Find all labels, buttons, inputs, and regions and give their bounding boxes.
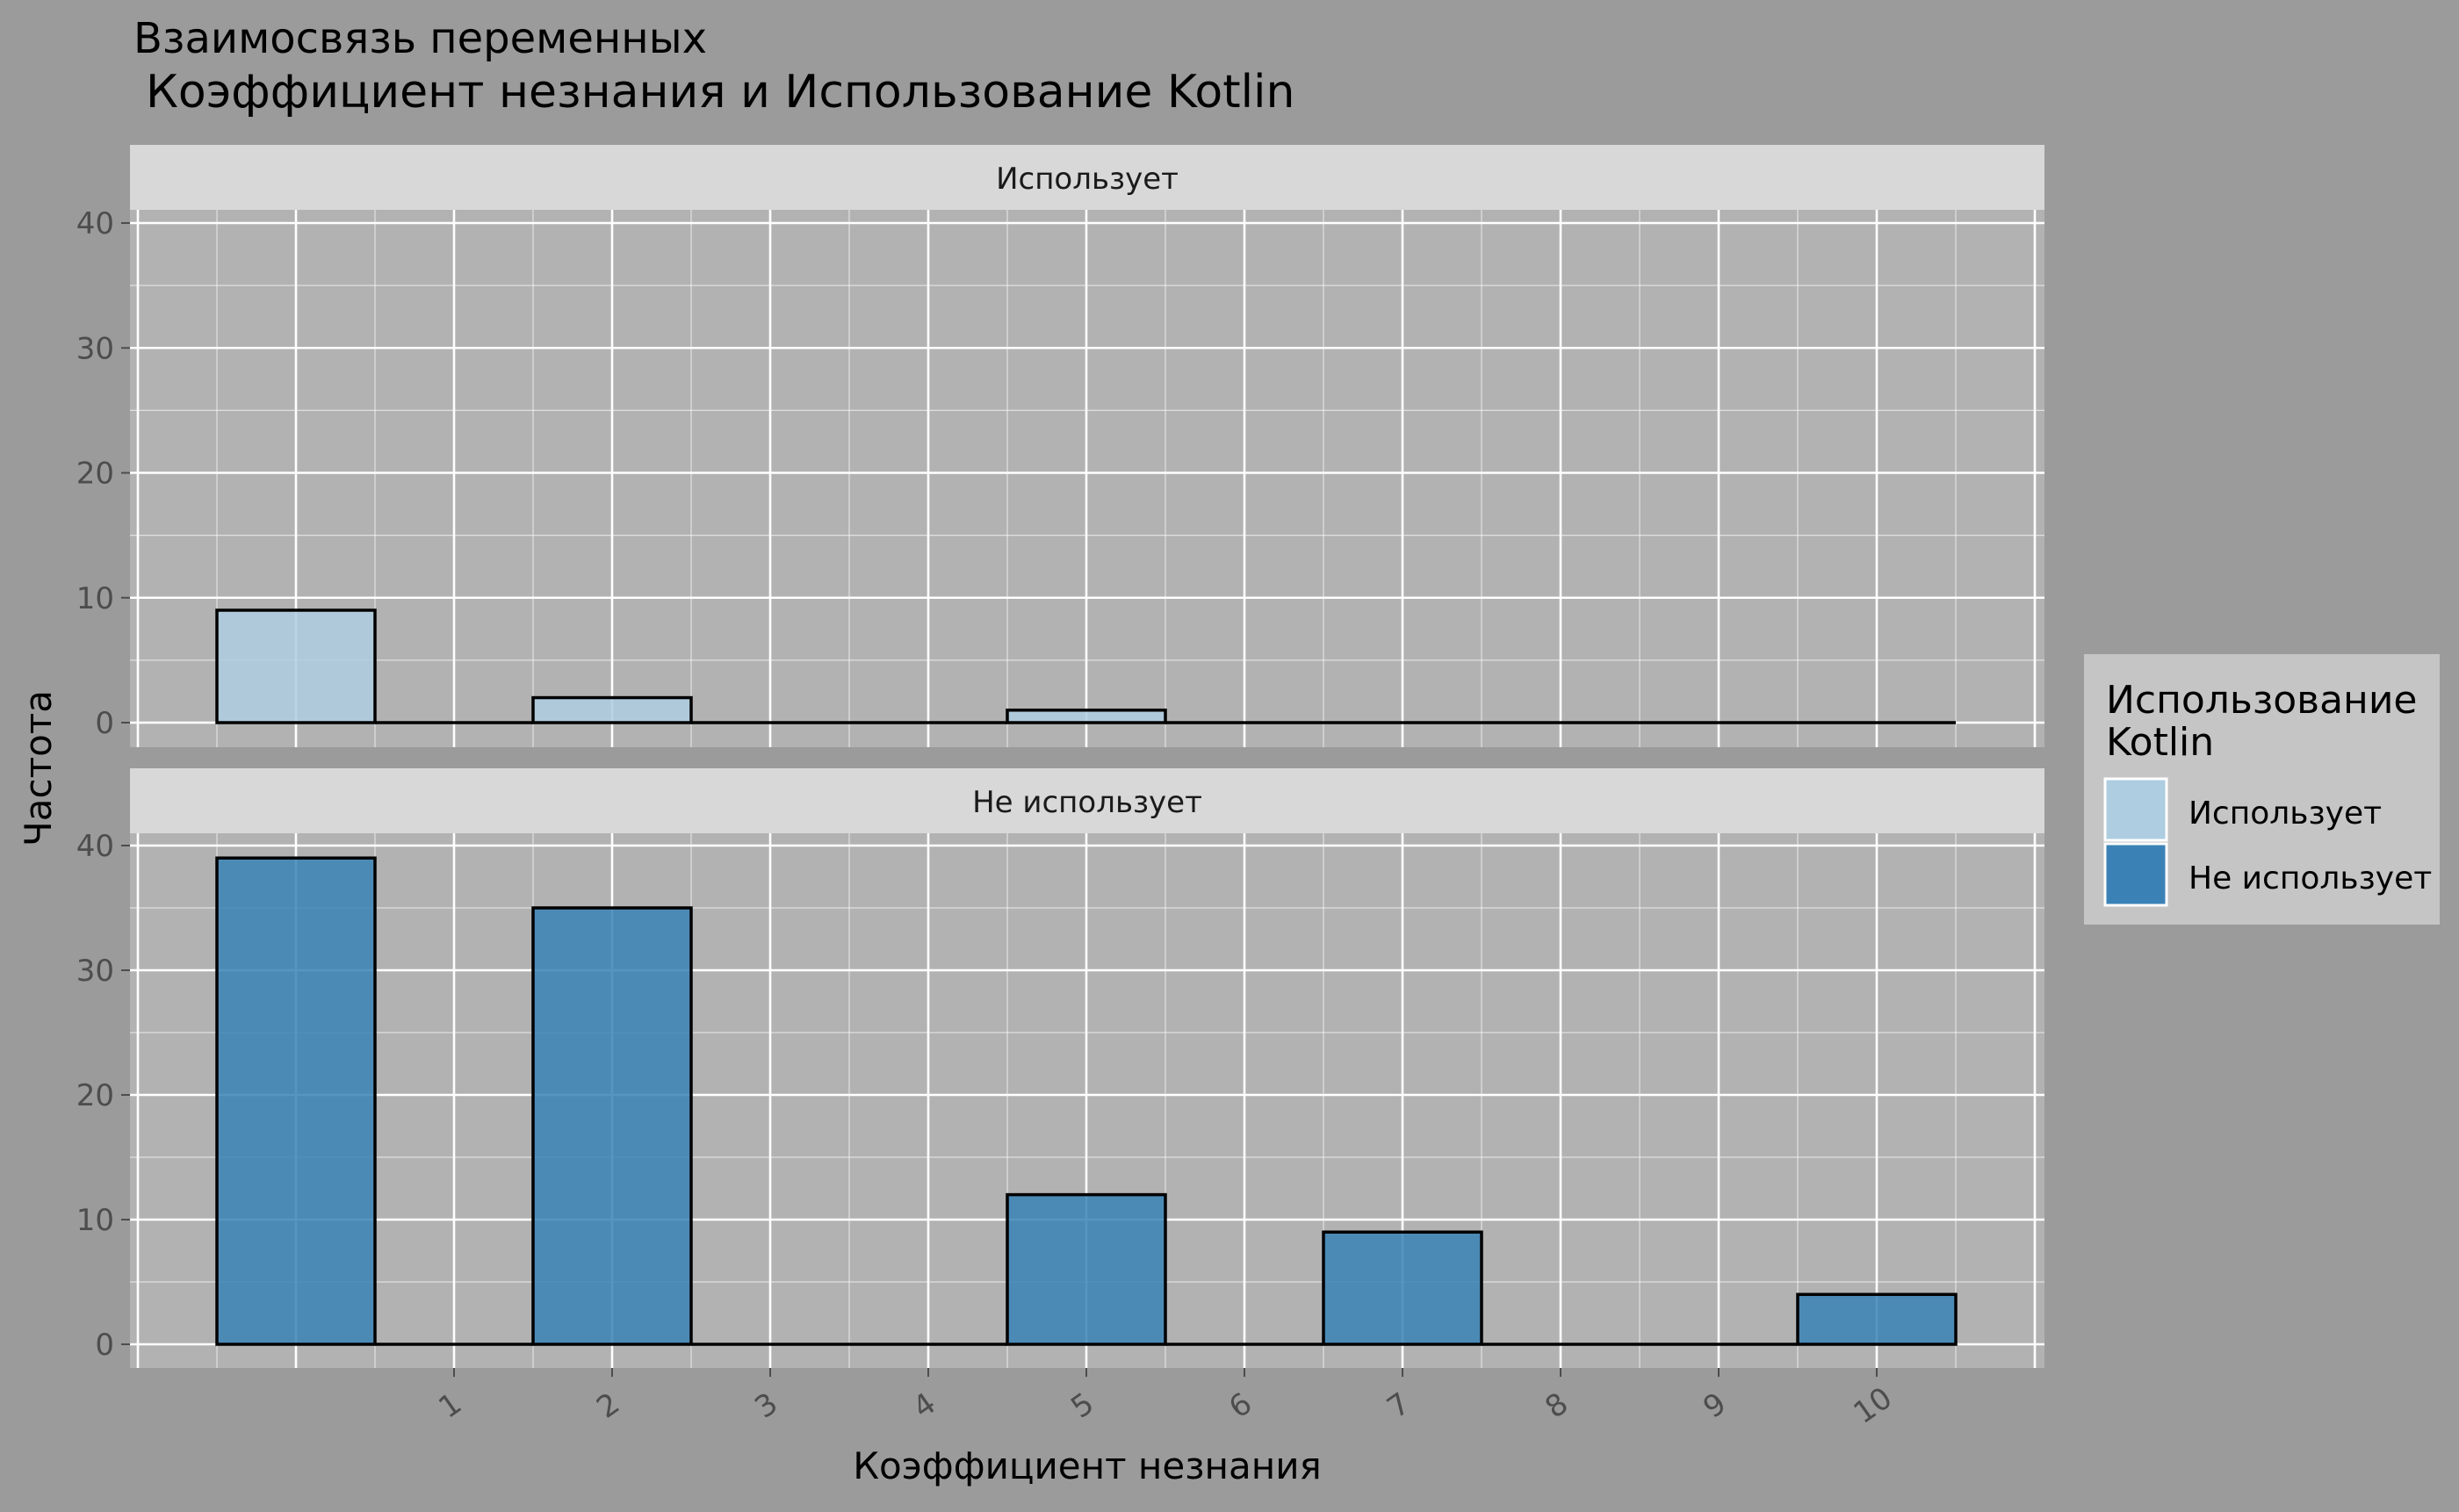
legend-key-not-uses (2103, 842, 2168, 907)
bar-uses-x2 (531, 695, 693, 724)
facet-panel-not-uses: Не использует 0 10 20 30 40 (76, 768, 2044, 1368)
bar-not-uses-x5 (1006, 1192, 1167, 1346)
y-tick-label: 30 (76, 954, 114, 989)
facet-strip-not-uses (130, 768, 2044, 833)
legend: Использование Kotlin Использует Не испол… (2084, 654, 2440, 925)
y-tick-label: 0 (95, 1328, 114, 1363)
y-tick-label: 10 (76, 581, 114, 616)
bar-uses-x0 (215, 608, 377, 724)
bar-not-uses-x7 (1322, 1230, 1483, 1346)
facet-strip-label-uses: Использует (996, 162, 1179, 197)
y-tick-label: 40 (76, 829, 114, 864)
legend-key-uses (2103, 777, 2168, 842)
legend-label-not-uses: Не использует (2189, 860, 2432, 896)
facet-strip-label-not-uses: Не использует (972, 785, 1202, 820)
y-tick-label: 30 (76, 331, 114, 366)
bar-not-uses-x0 (215, 856, 377, 1346)
bar-not-uses-x10 (1796, 1292, 1958, 1346)
legend-title-line1: Использование (2106, 678, 2418, 723)
legend-label-uses: Использует (2189, 796, 2382, 832)
bar-uses-x5 (1006, 709, 1167, 724)
chart-title-line1: Взаимосвязь переменных (133, 14, 707, 63)
y-tick-label: 10 (76, 1203, 114, 1238)
y-tick-label: 20 (76, 457, 114, 492)
y-tick-label: 40 (76, 206, 114, 241)
y-axis-label: Частота (17, 690, 60, 846)
x-axis-label: Коэффициент незнания (853, 1444, 1322, 1487)
legend-title-line2: Kotlin (2106, 720, 2214, 765)
chart-title-line2: Коэффициент незнания и Использование Kot… (146, 66, 1294, 119)
y-tick-label: 0 (95, 706, 114, 741)
facet-strip-uses (130, 145, 2044, 210)
facet-panel-uses: Использует 0 10 20 30 40 (76, 145, 2044, 747)
y-tick-label: 20 (76, 1078, 114, 1113)
bar-not-uses-x2 (531, 906, 693, 1346)
